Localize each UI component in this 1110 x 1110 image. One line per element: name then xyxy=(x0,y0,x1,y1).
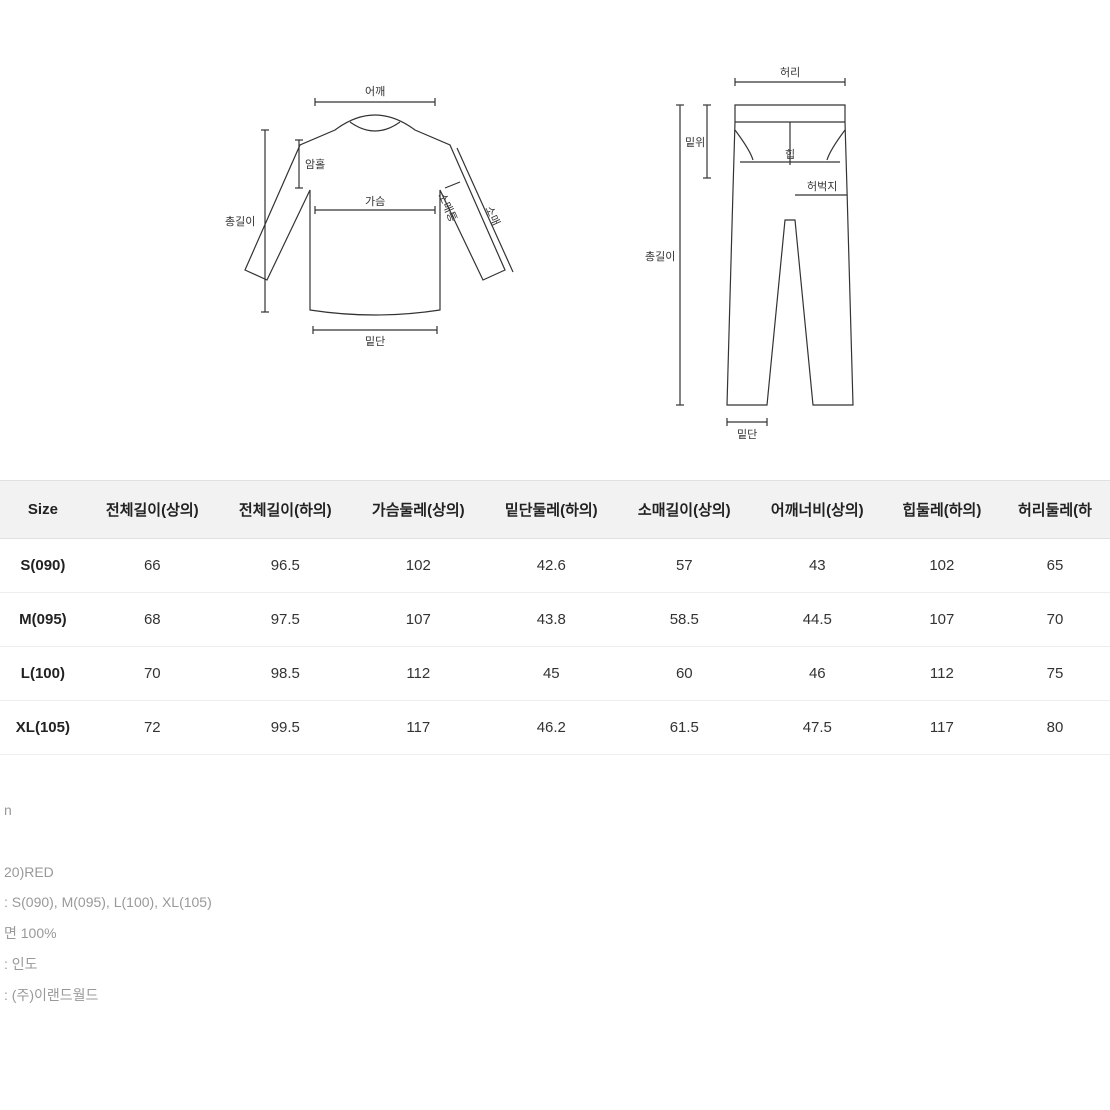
value-cell: 68 xyxy=(86,593,219,647)
value-cell: 107 xyxy=(352,593,485,647)
shirt-label-armhole: 암홀 xyxy=(305,158,325,171)
size-chart-col-header: 전체길이(하의) xyxy=(219,481,352,539)
value-cell: 80 xyxy=(1000,701,1110,755)
value-cell: 46.2 xyxy=(485,701,618,755)
size-chart-col-header: 힙둘레(하의) xyxy=(884,481,1000,539)
shirt-label-chest: 가슴 xyxy=(365,195,385,208)
shirt-label-hem: 밑단 xyxy=(365,335,385,348)
size-cell: S(090) xyxy=(0,539,86,593)
value-cell: 102 xyxy=(884,539,1000,593)
value-cell: 96.5 xyxy=(219,539,352,593)
value-cell: 102 xyxy=(352,539,485,593)
measurement-diagrams: 어깨 암홀 가슴 총길이 밑단 소매통 소매 xyxy=(0,0,1110,480)
value-cell: 42.6 xyxy=(485,539,618,593)
shirt-diagram: 어깨 암홀 가슴 총길이 밑단 소매통 소매 xyxy=(195,60,555,400)
value-cell: 107 xyxy=(884,593,1000,647)
value-cell: 46 xyxy=(751,647,884,701)
value-cell: 58.5 xyxy=(618,593,751,647)
table-row: L(100)7098.511245604611275 xyxy=(0,647,1110,701)
value-cell: 70 xyxy=(1000,593,1110,647)
value-cell: 47.5 xyxy=(751,701,884,755)
product-info: n 20)RED: S(090), M(095), L(100), XL(105… xyxy=(0,795,1110,1011)
value-cell: 45 xyxy=(485,647,618,701)
size-chart-col-header: 소매길이(상의) xyxy=(618,481,751,539)
value-cell: 98.5 xyxy=(219,647,352,701)
size-chart-col-header: 전체길이(상의) xyxy=(86,481,219,539)
shirt-label-total-length: 총길이 xyxy=(225,215,255,228)
shirt-label-shoulder: 어깨 xyxy=(365,85,385,98)
size-cell: L(100) xyxy=(0,647,86,701)
pants-label-thigh: 허벅지 xyxy=(807,180,837,193)
pants-diagram: 허리 밑위 힙 허벅지 총길이 밑단 xyxy=(635,60,915,450)
pants-label-total-length: 총길이 xyxy=(645,250,675,263)
value-cell: 117 xyxy=(884,701,1000,755)
product-info-line: 20)RED xyxy=(4,857,1110,888)
value-cell: 66 xyxy=(86,539,219,593)
product-info-line: n xyxy=(4,795,1110,826)
value-cell: 44.5 xyxy=(751,593,884,647)
product-info-line xyxy=(4,826,1110,857)
size-chart-table: Size전체길이(상의)전체길이(하의)가슴둘레(상의)밑단둘레(하의)소매길이… xyxy=(0,480,1110,755)
value-cell: 112 xyxy=(352,647,485,701)
product-info-line: : S(090), M(095), L(100), XL(105) xyxy=(4,887,1110,918)
value-cell: 117 xyxy=(352,701,485,755)
product-info-line: 면 100% xyxy=(4,918,1110,949)
size-chart-col-header: 어깨너비(상의) xyxy=(751,481,884,539)
value-cell: 43.8 xyxy=(485,593,618,647)
product-info-line: : (주)이랜드월드 xyxy=(4,980,1110,1011)
value-cell: 97.5 xyxy=(219,593,352,647)
pants-label-hem: 밑단 xyxy=(737,428,757,441)
product-info-line: : 인도 xyxy=(4,949,1110,980)
size-chart-body: S(090)6696.510242.6574310265M(095)6897.5… xyxy=(0,539,1110,755)
size-chart-col-header: 밑단둘레(하의) xyxy=(485,481,618,539)
table-row: M(095)6897.510743.858.544.510770 xyxy=(0,593,1110,647)
pants-label-rise: 밑위 xyxy=(685,136,705,149)
value-cell: 75 xyxy=(1000,647,1110,701)
size-chart-col-header: 허리둘레(하 xyxy=(1000,481,1110,539)
pants-label-hip: 힙 xyxy=(785,148,795,161)
size-chart-col-header: Size xyxy=(0,481,86,539)
value-cell: 57 xyxy=(618,539,751,593)
size-chart-header: Size전체길이(상의)전체길이(하의)가슴둘레(상의)밑단둘레(하의)소매길이… xyxy=(0,481,1110,539)
size-chart-col-header: 가슴둘레(상의) xyxy=(352,481,485,539)
value-cell: 65 xyxy=(1000,539,1110,593)
value-cell: 43 xyxy=(751,539,884,593)
value-cell: 112 xyxy=(884,647,1000,701)
value-cell: 99.5 xyxy=(219,701,352,755)
size-cell: XL(105) xyxy=(0,701,86,755)
value-cell: 61.5 xyxy=(618,701,751,755)
value-cell: 60 xyxy=(618,647,751,701)
table-row: S(090)6696.510242.6574310265 xyxy=(0,539,1110,593)
pants-label-waist: 허리 xyxy=(780,66,800,79)
value-cell: 70 xyxy=(86,647,219,701)
table-row: XL(105)7299.511746.261.547.511780 xyxy=(0,701,1110,755)
value-cell: 72 xyxy=(86,701,219,755)
size-cell: M(095) xyxy=(0,593,86,647)
